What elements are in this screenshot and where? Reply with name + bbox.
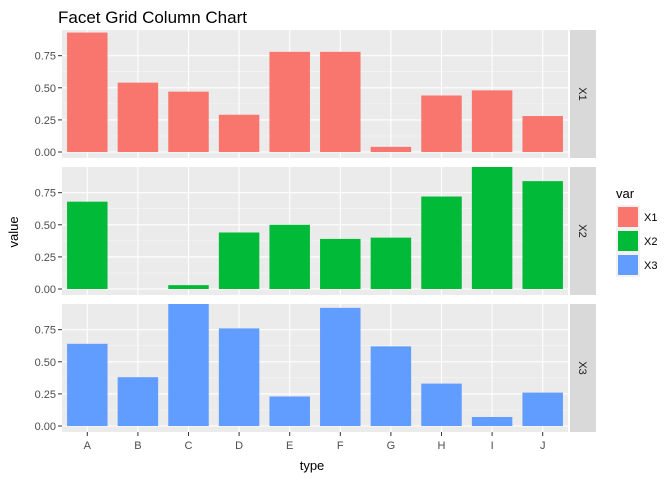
facet-panels: 0.000.250.500.75X10.000.250.500.75X20.00… bbox=[35, 30, 596, 433]
y-tick-label: 0.75 bbox=[35, 51, 56, 63]
bar-x3-a bbox=[67, 343, 108, 426]
bar-x2-e bbox=[269, 224, 310, 289]
y-tick-label: 0.75 bbox=[35, 325, 56, 337]
bar-x3-g bbox=[370, 346, 412, 426]
facet-panel-x1: 0.00 0.25 0.50 0.75 X1 bbox=[35, 30, 596, 159]
facet-panel-x2: 0.00 0.25 0.50 0.75 X2 bbox=[35, 167, 596, 296]
bar-x2-j bbox=[522, 181, 563, 289]
x-tick-label: I bbox=[491, 440, 494, 452]
facet-strip bbox=[570, 304, 596, 432]
y-tick-label: 0.00 bbox=[35, 147, 56, 159]
bar-x2-g bbox=[370, 237, 412, 289]
y-tick-label: 0.25 bbox=[35, 115, 56, 127]
y-axis-title: value bbox=[6, 216, 21, 247]
legend-key-x1 bbox=[618, 207, 638, 227]
legend-label-x3: X3 bbox=[644, 260, 657, 272]
bar-x3-c bbox=[168, 304, 209, 426]
bar-x1-i bbox=[471, 90, 513, 152]
x-tick-label: H bbox=[438, 440, 446, 452]
x-axis: A B C D E F G H I J bbox=[58, 55, 546, 452]
chart-title: Facet Grid Column Chart bbox=[58, 8, 247, 27]
bar-x2-i bbox=[471, 167, 513, 289]
y-tick-label: 0.25 bbox=[35, 252, 56, 264]
y-tick-label: 0.75 bbox=[35, 188, 56, 200]
facet-strip-label: X3 bbox=[576, 361, 588, 374]
bar-x3-e bbox=[269, 396, 310, 426]
bar-x2-f bbox=[320, 238, 361, 289]
y-tick-label: 0.00 bbox=[35, 284, 56, 296]
bar-x2-c bbox=[168, 285, 209, 289]
legend: var X1 X2 X3 bbox=[616, 186, 657, 277]
bar-x1-g bbox=[370, 146, 412, 152]
facet-panel-x3: 0.00 0.25 0.50 0.75 X3 bbox=[35, 304, 596, 433]
bar-x1-j bbox=[522, 116, 563, 152]
x-tick-label: G bbox=[387, 440, 396, 452]
bar-x1-d bbox=[218, 114, 260, 152]
x-tick-label: J bbox=[540, 440, 546, 452]
legend-label-x2: X2 bbox=[644, 236, 657, 248]
x-tick-label: E bbox=[286, 440, 293, 452]
bar-x3-f bbox=[320, 307, 361, 426]
x-tick-label: D bbox=[235, 440, 243, 452]
legend-key-x3 bbox=[618, 255, 638, 275]
x-tick-label: A bbox=[84, 440, 92, 452]
legend-label-x1: X1 bbox=[644, 212, 657, 224]
bar-x2-a bbox=[67, 201, 108, 289]
bar-x1-a bbox=[67, 32, 108, 152]
legend-title: var bbox=[616, 186, 635, 201]
bar-x1-c bbox=[168, 91, 209, 152]
bar-x2-h bbox=[421, 196, 462, 289]
x-tick-label: B bbox=[134, 440, 141, 452]
bar-x1-h bbox=[421, 95, 462, 152]
facet-strip-label: X2 bbox=[576, 224, 588, 237]
facet-strip-label: X1 bbox=[576, 87, 588, 100]
bar-x3-b bbox=[117, 377, 159, 426]
x-axis-title: type bbox=[300, 458, 325, 473]
y-tick-label: 0.00 bbox=[35, 421, 56, 433]
bar-x1-f bbox=[320, 51, 361, 153]
y-tick-label: 0.50 bbox=[35, 357, 56, 369]
y-tick-label: 0.25 bbox=[35, 389, 56, 401]
legend-key-x2 bbox=[618, 231, 638, 251]
bar-x3-i bbox=[471, 417, 513, 426]
y-tick-label: 0.50 bbox=[35, 220, 56, 232]
bar-x3-j bbox=[522, 392, 563, 426]
x-tick-label: F bbox=[337, 440, 344, 452]
bar-x1-b bbox=[117, 82, 159, 152]
y-tick-label: 0.50 bbox=[35, 83, 56, 95]
bar-x2-d bbox=[218, 232, 260, 289]
facet-strip bbox=[570, 30, 596, 158]
bar-x1-e bbox=[269, 51, 310, 153]
bar-x3-d bbox=[218, 328, 260, 426]
bar-x3-h bbox=[421, 383, 462, 426]
x-tick-label: C bbox=[185, 440, 193, 452]
facet-strip bbox=[570, 167, 596, 295]
